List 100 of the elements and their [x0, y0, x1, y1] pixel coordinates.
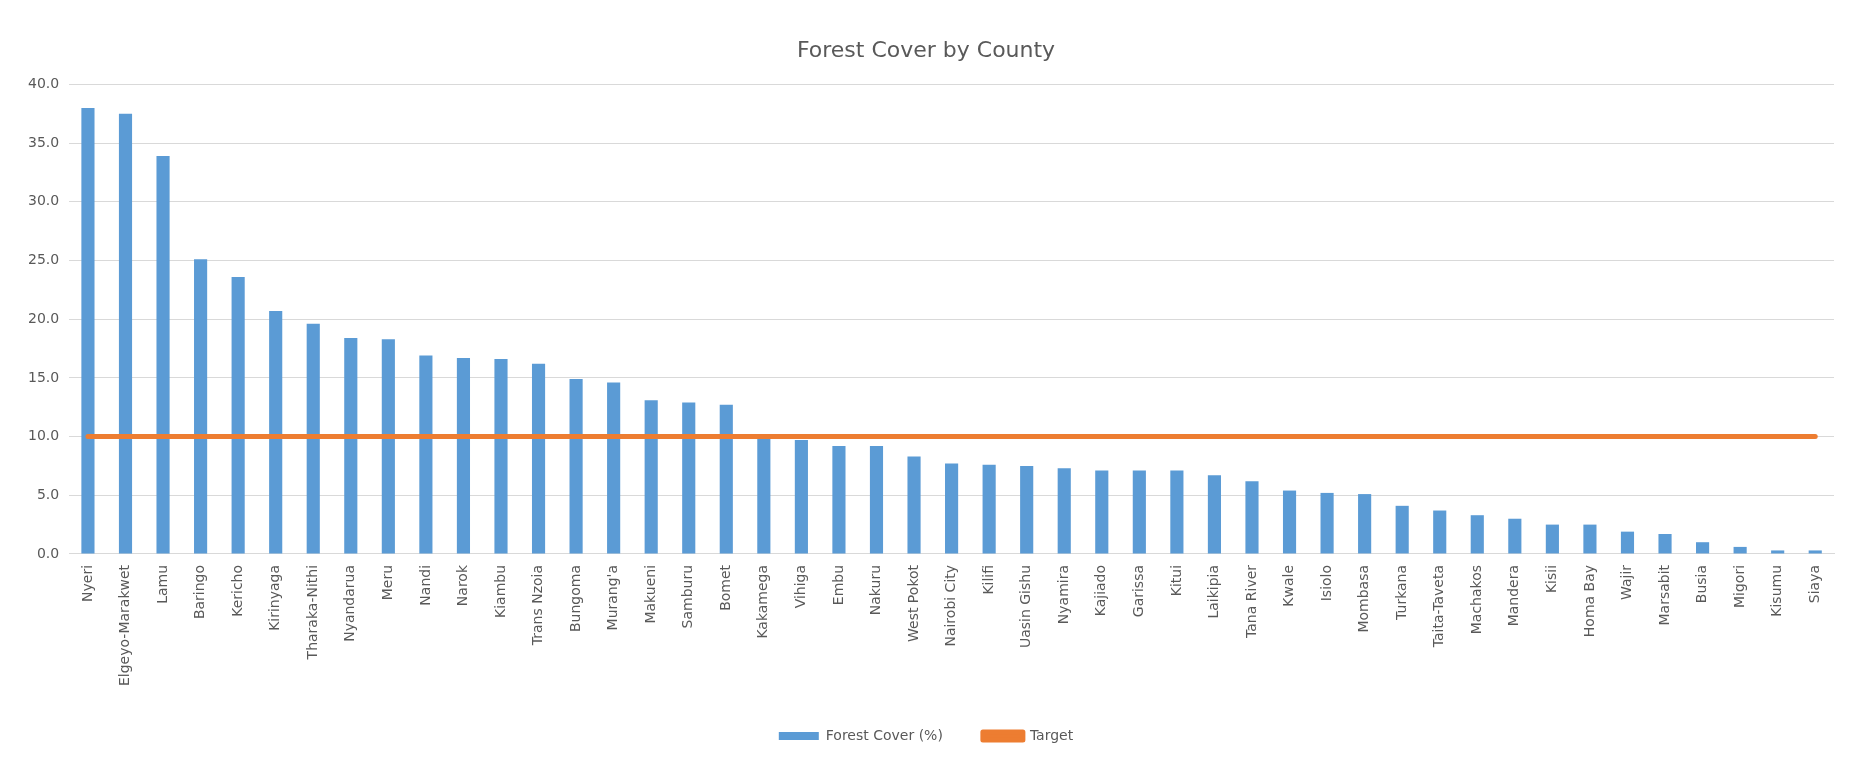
bar: [1658, 533, 1672, 554]
x-tick-label: Taita-Taveta: [1430, 564, 1447, 649]
bar: [907, 456, 921, 554]
y-tick-label: 10.0: [28, 427, 60, 444]
chart-title: Forest Cover by County: [796, 36, 1056, 62]
bar: [1395, 505, 1409, 554]
bar: [794, 440, 808, 554]
x-tick-label: Kitui: [1167, 564, 1184, 597]
bar: [344, 337, 358, 554]
x-tick-label: Laikipia: [1205, 564, 1222, 619]
x-tick-label: Mandera: [1505, 564, 1522, 627]
x-tick-label: Kiambu: [491, 564, 508, 618]
y-tick-label: 15.0: [28, 368, 60, 385]
bar: [1170, 470, 1184, 554]
x-tick-label: Migori: [1730, 564, 1747, 609]
bar: [1095, 470, 1109, 554]
bar: [1245, 481, 1259, 554]
x-tick-label: Tana River: [1242, 564, 1259, 639]
x-tick-label: Kakamega: [754, 564, 771, 639]
x-tick-label: Nakuru: [867, 564, 884, 616]
y-tick-label: 35.0: [28, 133, 60, 150]
y-tick-label: 40.0: [28, 75, 60, 92]
x-tick-label: Nairobi City: [942, 564, 959, 647]
y-tick-label: 5.0: [36, 485, 60, 502]
x-tick-label: Makueni: [641, 564, 658, 624]
x-tick-label: Uasin Gishu: [1017, 564, 1034, 649]
bar: [81, 107, 95, 554]
bar: [1733, 546, 1747, 554]
x-tick-label: Bomet: [716, 564, 733, 611]
bar: [1320, 492, 1334, 554]
x-tick-label: Baringo: [191, 564, 208, 620]
x-tick-label: West Pokot: [904, 564, 921, 642]
x-tick-label: Kericho: [228, 564, 245, 617]
x-tick-label: Meru: [378, 564, 395, 601]
x-tick-label: Nandi: [416, 564, 433, 606]
x-tick-label: Murang'a: [604, 564, 621, 631]
bar: [1020, 465, 1034, 554]
y-tick-label: 30.0: [28, 192, 60, 209]
x-tick-label: Lamu: [153, 564, 170, 604]
x-tick-label: Kilifi: [979, 564, 996, 595]
bar: [1470, 515, 1484, 554]
bar: [381, 339, 395, 554]
bar: [269, 310, 283, 554]
y-tick-label: 0.0: [36, 544, 60, 561]
bar: [757, 438, 771, 554]
x-tick-label: Wajir: [1618, 564, 1635, 601]
x-tick-label: Elgeyo-Marakwet: [116, 564, 133, 687]
x-tick-label: Turkana: [1392, 564, 1409, 621]
y-tick-label: 20.0: [28, 309, 60, 326]
bar: [607, 382, 621, 554]
x-tick-label: Busia: [1693, 564, 1710, 604]
x-tick-label: Isiolo: [1317, 564, 1334, 602]
x-tick-label: Kisumu: [1768, 564, 1785, 617]
bar: [1358, 494, 1372, 554]
legend-label: Forest Cover (%): [825, 726, 943, 743]
bar: [869, 445, 884, 554]
bar: [456, 357, 471, 554]
bar: [1771, 550, 1785, 554]
y-tick-label: 25.0: [28, 251, 60, 268]
bar: [306, 323, 320, 554]
bar: [156, 156, 170, 554]
legend-label: Target: [1028, 726, 1074, 743]
x-tick-label: Nyeri: [78, 564, 95, 602]
x-tick-label: Bungoma: [566, 564, 583, 632]
bar: [531, 363, 546, 554]
bar: [1282, 490, 1297, 554]
x-tick-label: Homa Bay: [1580, 564, 1597, 638]
bar: [644, 400, 658, 554]
x-tick-label: Marsabit: [1655, 564, 1672, 626]
bar: [945, 463, 959, 554]
x-tick-label: Samburu: [679, 564, 696, 629]
bar: [231, 276, 245, 554]
x-tick-label: Trans Nzoia: [529, 564, 546, 647]
x-tick-label: Kwale: [1280, 564, 1297, 607]
x-tick-label: Narok: [454, 564, 471, 607]
x-tick-label: Vihiga: [792, 564, 809, 609]
bar: [1057, 468, 1071, 554]
bar: [194, 259, 208, 554]
bar: [1207, 475, 1221, 554]
bar: [494, 359, 508, 554]
x-tick-label: Tharaka-Nithi: [303, 564, 320, 661]
x-tick-label: Mombasa: [1355, 564, 1372, 633]
x-tick-label: Nyamira: [1054, 564, 1071, 625]
x-tick-label: Machakos: [1467, 564, 1484, 635]
x-tick-label: Kisii: [1543, 564, 1560, 594]
bar: [1433, 510, 1447, 554]
x-tick-label: Nyandarua: [341, 564, 358, 642]
bar: [982, 464, 996, 554]
x-tick-label: Embu: [829, 564, 846, 606]
bar: [1620, 531, 1635, 554]
bar: [118, 113, 133, 554]
bar: [682, 402, 696, 554]
bar: [1696, 542, 1710, 554]
bar: [1508, 518, 1522, 554]
x-tick-label: Siaya: [1805, 564, 1822, 604]
bar: [1132, 470, 1146, 554]
x-tick-label: Kirinyaga: [266, 564, 283, 631]
bar: [1808, 550, 1822, 554]
bar: [1545, 524, 1559, 554]
bar: [1583, 524, 1597, 554]
